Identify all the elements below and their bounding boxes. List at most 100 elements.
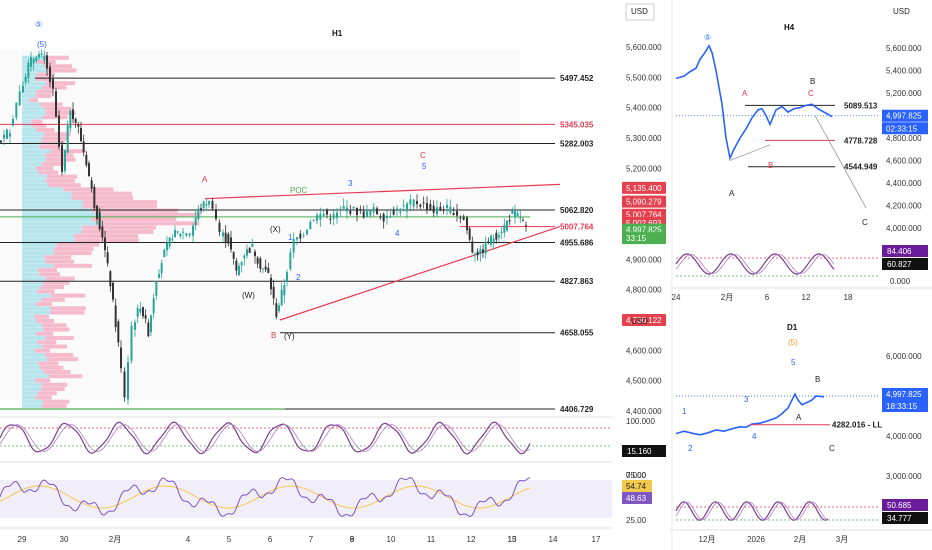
volume-profile-bar-up: [22, 72, 37, 77]
volume-profile-bar-down: [39, 144, 61, 149]
wedge-lower-line: [279, 226, 561, 321]
candle-body: [352, 206, 355, 209]
candle-body: [506, 220, 508, 231]
price-badge-label: 18:33:15: [886, 402, 918, 411]
volume-profile-bar-up: [22, 102, 41, 107]
candle-body: [332, 214, 335, 219]
volume-profile-bar-down: [45, 81, 76, 86]
price-tick-label: 5,200.000: [886, 89, 922, 98]
wedge-upper-line: [204, 183, 561, 200]
price-tick-label: 5,400.000: [626, 104, 662, 113]
volume-profile-bar-up: [22, 242, 57, 247]
volume-profile-bar-down: [31, 119, 43, 124]
wave-label: (5): [788, 338, 798, 347]
wave-label: ⑤: [704, 33, 711, 42]
candle-body: [93, 186, 96, 209]
time-tick-label: 2月: [794, 535, 806, 544]
volume-profile-bar-down: [42, 85, 67, 90]
candle-body: [227, 234, 230, 244]
price-tick-label: 4,400.000: [626, 407, 662, 416]
candle-body: [492, 238, 495, 242]
candle-body: [409, 199, 412, 205]
volume-profile-bar-down: [45, 178, 76, 183]
volume-profile-bar-up: [22, 89, 36, 94]
volume-profile-bar-up: [22, 272, 40, 277]
volume-profile-bar-up: [22, 357, 48, 362]
candle-body: [319, 213, 322, 220]
volume-profile-bar-up: [22, 81, 46, 86]
volume-profile-bar-up: [22, 289, 37, 294]
volume-profile-bar-down: [82, 204, 157, 209]
volume-profile-bar-down: [29, 98, 38, 103]
volume-profile-bar-down: [42, 115, 68, 120]
candle-body: [511, 210, 514, 214]
volume-profile-bar-down: [56, 242, 100, 247]
volume-profile-bar-down: [37, 268, 57, 273]
volume-profile-bar-down: [33, 123, 47, 128]
candle-body: [490, 235, 492, 245]
volume-profile-bar-down: [46, 68, 77, 73]
rsi-tick-label: 75.00: [626, 471, 647, 480]
time-tick-label: 24: [672, 293, 681, 302]
candle-body: [98, 211, 101, 230]
volume-profile-bar-up: [22, 280, 44, 285]
rsi-line: [0, 476, 531, 518]
candle-body: [218, 222, 221, 233]
volume-profile-bar-up: [22, 187, 64, 192]
candle-body: [514, 211, 516, 218]
price-badge-label: 4,997.825: [626, 226, 662, 235]
rsi-ma-line: [0, 485, 531, 509]
candle-body: [449, 206, 452, 214]
price-tick-label: 4,000.000: [886, 432, 922, 441]
candle-body: [419, 204, 422, 207]
stoch-value: 15.160: [627, 447, 652, 456]
price-tick-label: 4,800.000: [626, 286, 662, 295]
rsi-badge: [622, 492, 652, 504]
candle-body: [366, 209, 368, 218]
wave-label: (Y): [284, 332, 295, 341]
level-label: 4658.055: [560, 329, 594, 338]
level-label: 4955.686: [560, 238, 594, 247]
volume-profile-bar-down: [49, 374, 83, 379]
candle-body: [38, 54, 40, 58]
volume-profile-bar-down: [38, 361, 59, 366]
volume-profile-bar-down: [82, 200, 158, 205]
candle-body: [412, 199, 415, 207]
price-tick-label: 4,500.000: [626, 377, 662, 386]
price-badge: [882, 122, 928, 135]
volume-profile-bar-down: [74, 234, 139, 239]
volume-profile-bar-up: [22, 302, 36, 307]
candle-body: [272, 286, 275, 299]
volume-profile-bar-up: [22, 374, 50, 379]
candle-body: [150, 315, 152, 333]
candle-body: [312, 219, 315, 221]
volume-profile-bar-down: [35, 302, 52, 307]
price-badge: [882, 400, 928, 412]
volume-profile-bar-up: [22, 259, 46, 264]
candle-body: [85, 154, 88, 166]
candle-body: [211, 200, 214, 209]
price-badge-label: 02:33:15: [886, 124, 918, 133]
wave-label: B: [810, 77, 815, 86]
candle-body: [136, 308, 139, 317]
wave-label: 3: [744, 395, 749, 404]
candle-body: [202, 201, 205, 209]
volume-profile-bar-up: [22, 344, 43, 349]
candle-body: [503, 224, 506, 233]
time-tick-label: 12: [467, 535, 476, 544]
candle-body: [112, 282, 114, 300]
volume-profile-bar-up: [22, 161, 42, 166]
volume-profile-bar-down: [43, 280, 70, 285]
volume-profile-bar-down: [81, 229, 154, 234]
volume-profile-bar-down: [43, 327, 70, 332]
volume-profile-bar-down: [50, 293, 86, 298]
volume-profile-bar-up: [22, 386, 42, 391]
time-tick-label: 30: [60, 535, 69, 544]
candle-body: [516, 213, 519, 216]
chart-title-d1: D1: [787, 323, 798, 332]
volume-profile-bar-down: [72, 195, 134, 200]
volume-profile-bar-up: [22, 365, 41, 370]
volume-profile-bar-down: [53, 251, 92, 256]
candle-body: [474, 253, 476, 255]
candle-body: [479, 248, 482, 255]
